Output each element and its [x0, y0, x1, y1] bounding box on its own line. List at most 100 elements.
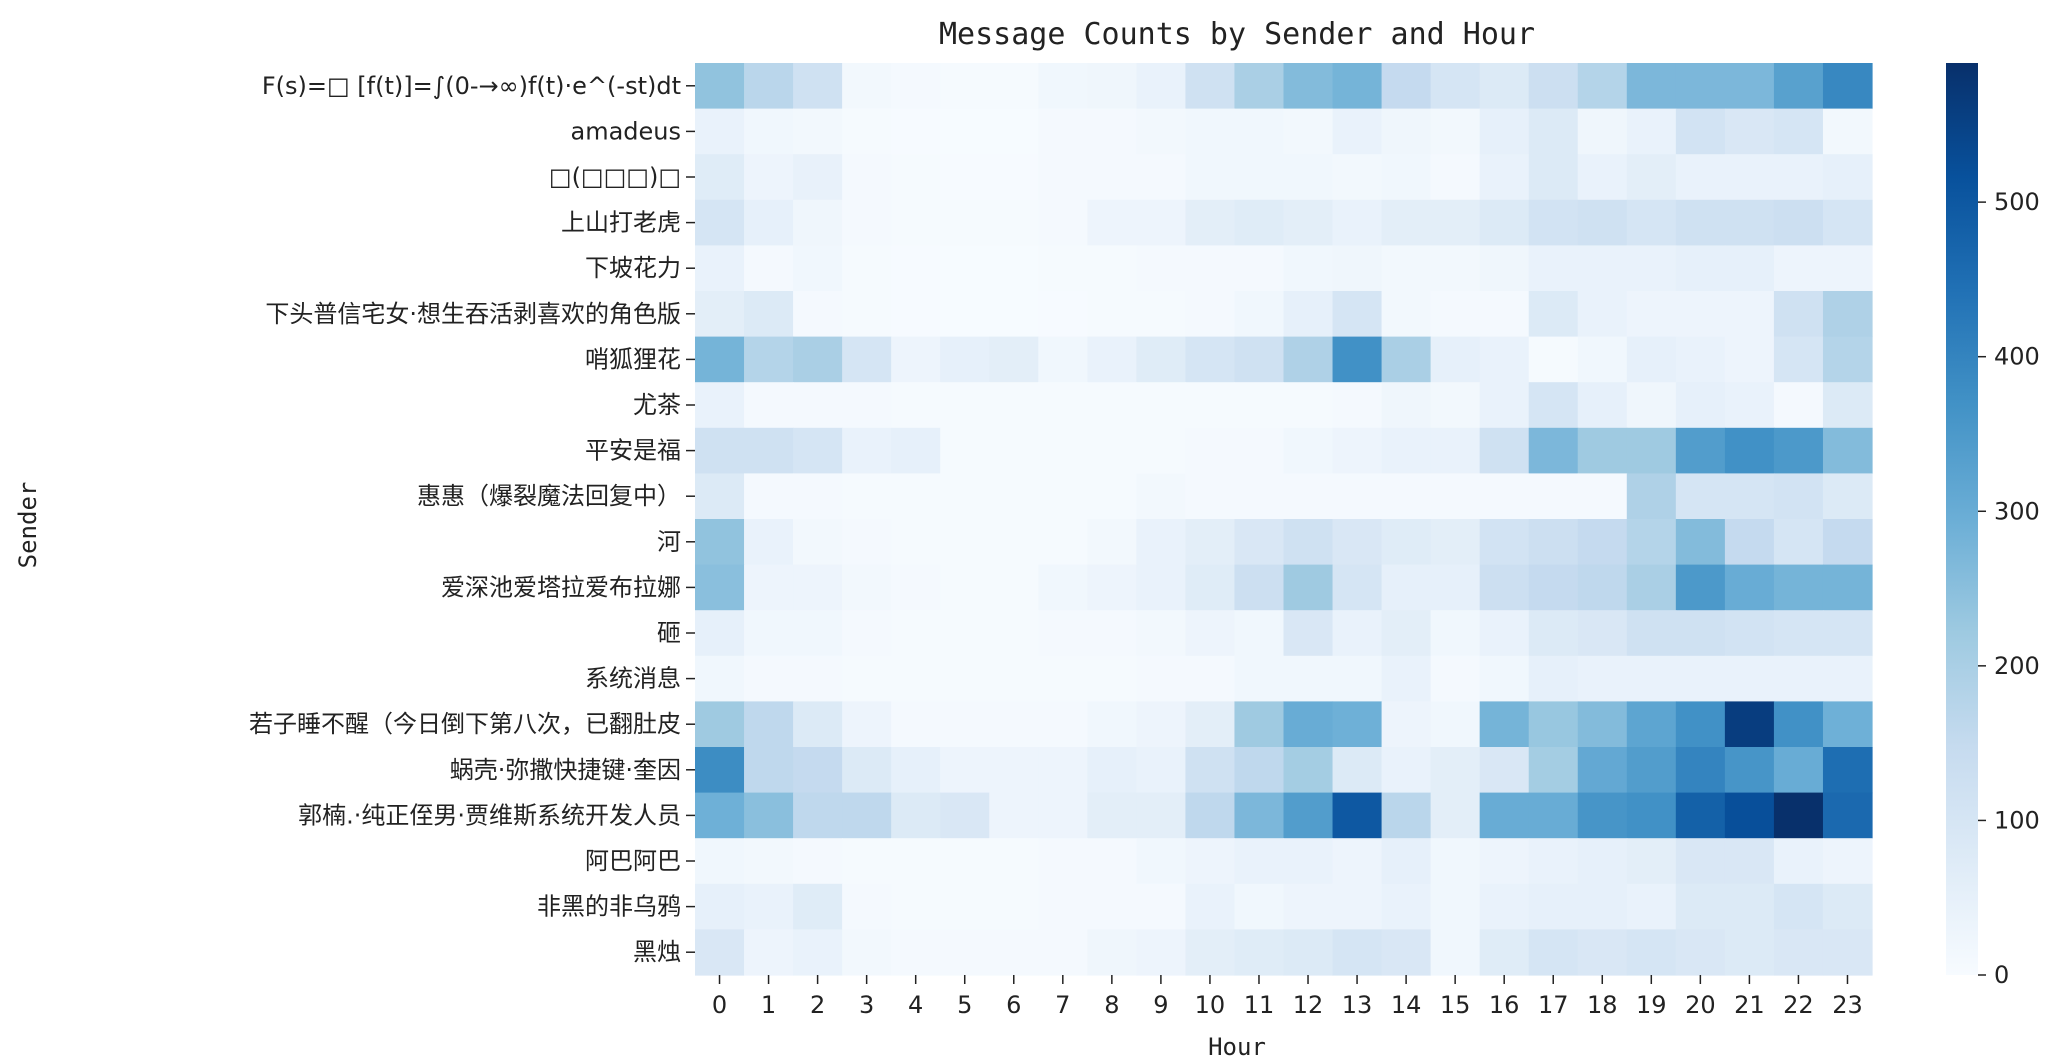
- heatmap-cell: [1577, 883, 1628, 930]
- heatmap-cell: [744, 245, 794, 292]
- heatmap-cell: [1528, 382, 1579, 429]
- heatmap-cell: [1822, 655, 1873, 702]
- heatmap-cell: [1332, 108, 1383, 155]
- heatmap-cell: [695, 291, 745, 338]
- heatmap-cell: [793, 747, 843, 794]
- heatmap-cell: [695, 564, 745, 611]
- heatmap-cell: [940, 655, 990, 702]
- heatmap-cell: [1577, 564, 1628, 611]
- heatmap-cell: [842, 336, 892, 383]
- heatmap-cell: [1087, 336, 1137, 383]
- heatmap-cell: [1773, 838, 1824, 885]
- heatmap-cell: [793, 154, 843, 201]
- y-tick-label: 上山打老虎: [561, 209, 681, 237]
- heatmap-cell: [989, 108, 1039, 155]
- heatmap-cell: [1528, 336, 1579, 383]
- heatmap-cell: [695, 199, 745, 246]
- heatmap-cell: [1528, 519, 1579, 566]
- heatmap-cell: [989, 473, 1039, 520]
- y-tick-label: 非黑的非乌鸦: [537, 893, 681, 921]
- heatmap-cell: [1675, 701, 1726, 748]
- heatmap-cell: [1087, 519, 1137, 566]
- heatmap-cell: [1087, 655, 1137, 702]
- heatmap-cell: [1038, 245, 1088, 292]
- heatmap-cell: [1087, 108, 1137, 155]
- y-tick-label: 黑烛: [633, 938, 681, 966]
- heatmap-cell: [1332, 883, 1383, 930]
- heatmap-cell: [1626, 838, 1677, 885]
- heatmap-cell: [1332, 564, 1383, 611]
- heatmap-cell: [1626, 519, 1677, 566]
- heatmap-cell: [1185, 291, 1236, 338]
- heatmap-cell: [1136, 747, 1187, 794]
- heatmap-cell: [1234, 245, 1285, 292]
- heatmap-cell: [1087, 154, 1137, 201]
- heatmap-cell: [1675, 245, 1726, 292]
- heatmap-cell: [1283, 199, 1334, 246]
- heatmap-cell: [1528, 655, 1579, 702]
- heatmap-cell: [1185, 838, 1236, 885]
- heatmap-cell: [1479, 245, 1530, 292]
- heatmap-cell: [1724, 63, 1775, 110]
- heatmap-cell: [744, 838, 794, 885]
- heatmap-cell: [1822, 63, 1873, 110]
- heatmap-cell: [1087, 701, 1137, 748]
- heatmap-cell: [1528, 245, 1579, 292]
- heatmap-cell: [842, 519, 892, 566]
- heatmap-cell: [1185, 63, 1236, 110]
- heatmap-cell: [1675, 291, 1726, 338]
- heatmap-cell: [1381, 199, 1432, 246]
- heatmap-cell: [989, 838, 1039, 885]
- x-tick-label: 19: [1636, 991, 1667, 1019]
- x-tick-label: 11: [1244, 991, 1275, 1019]
- heatmap-cell: [695, 108, 745, 155]
- heatmap-cell: [1528, 610, 1579, 657]
- heatmap-cell: [695, 154, 745, 201]
- heatmap-cell: [695, 747, 745, 794]
- heatmap-cell: [940, 154, 990, 201]
- heatmap-cell: [1626, 929, 1677, 976]
- heatmap-cell: [1185, 792, 1236, 839]
- heatmap-cell: [989, 519, 1039, 566]
- heatmap-cell: [842, 382, 892, 429]
- heatmap-cell: [1332, 336, 1383, 383]
- heatmap-cell: [1528, 427, 1579, 474]
- heatmap-cell: [1822, 564, 1873, 611]
- heatmap-cell: [1773, 336, 1824, 383]
- heatmap-cell: [1332, 245, 1383, 292]
- heatmap-cell: [1675, 519, 1726, 566]
- heatmap-cell: [1381, 473, 1432, 520]
- heatmap-cell: [1430, 108, 1481, 155]
- heatmap-cell: [1038, 747, 1088, 794]
- heatmap-cell: [1381, 427, 1432, 474]
- heatmap-cell: [793, 564, 843, 611]
- heatmap-cell: [1528, 63, 1579, 110]
- heatmap-cell: [1038, 519, 1088, 566]
- heatmap-cell: [1283, 245, 1334, 292]
- heatmap-cell: [1381, 929, 1432, 976]
- heatmap-cell: [1822, 929, 1873, 976]
- heatmap-cell: [1822, 108, 1873, 155]
- heatmap-cell: [1577, 701, 1628, 748]
- heatmap-cell: [842, 199, 892, 246]
- heatmap-cell: [1381, 108, 1432, 155]
- x-tick-label: 17: [1538, 991, 1569, 1019]
- heatmap-cell: [1626, 382, 1677, 429]
- x-tick-label: 13: [1342, 991, 1373, 1019]
- heatmap-cell: [1381, 63, 1432, 110]
- heatmap-cell: [891, 245, 941, 292]
- heatmap-cell: [1528, 701, 1579, 748]
- x-tick-label: 14: [1391, 991, 1422, 1019]
- heatmap-cell: [1136, 883, 1187, 930]
- heatmap-cell: [793, 108, 843, 155]
- heatmap-cell: [891, 154, 941, 201]
- heatmap-cell: [1332, 747, 1383, 794]
- heatmap-cell: [989, 883, 1039, 930]
- heatmap-cell: [1724, 883, 1775, 930]
- heatmap-cell: [1038, 154, 1088, 201]
- heatmap-cell: [940, 838, 990, 885]
- heatmap-cell: [1430, 655, 1481, 702]
- heatmap-cell: [1381, 245, 1432, 292]
- heatmap-cell: [695, 701, 745, 748]
- heatmap-cell: [1185, 747, 1236, 794]
